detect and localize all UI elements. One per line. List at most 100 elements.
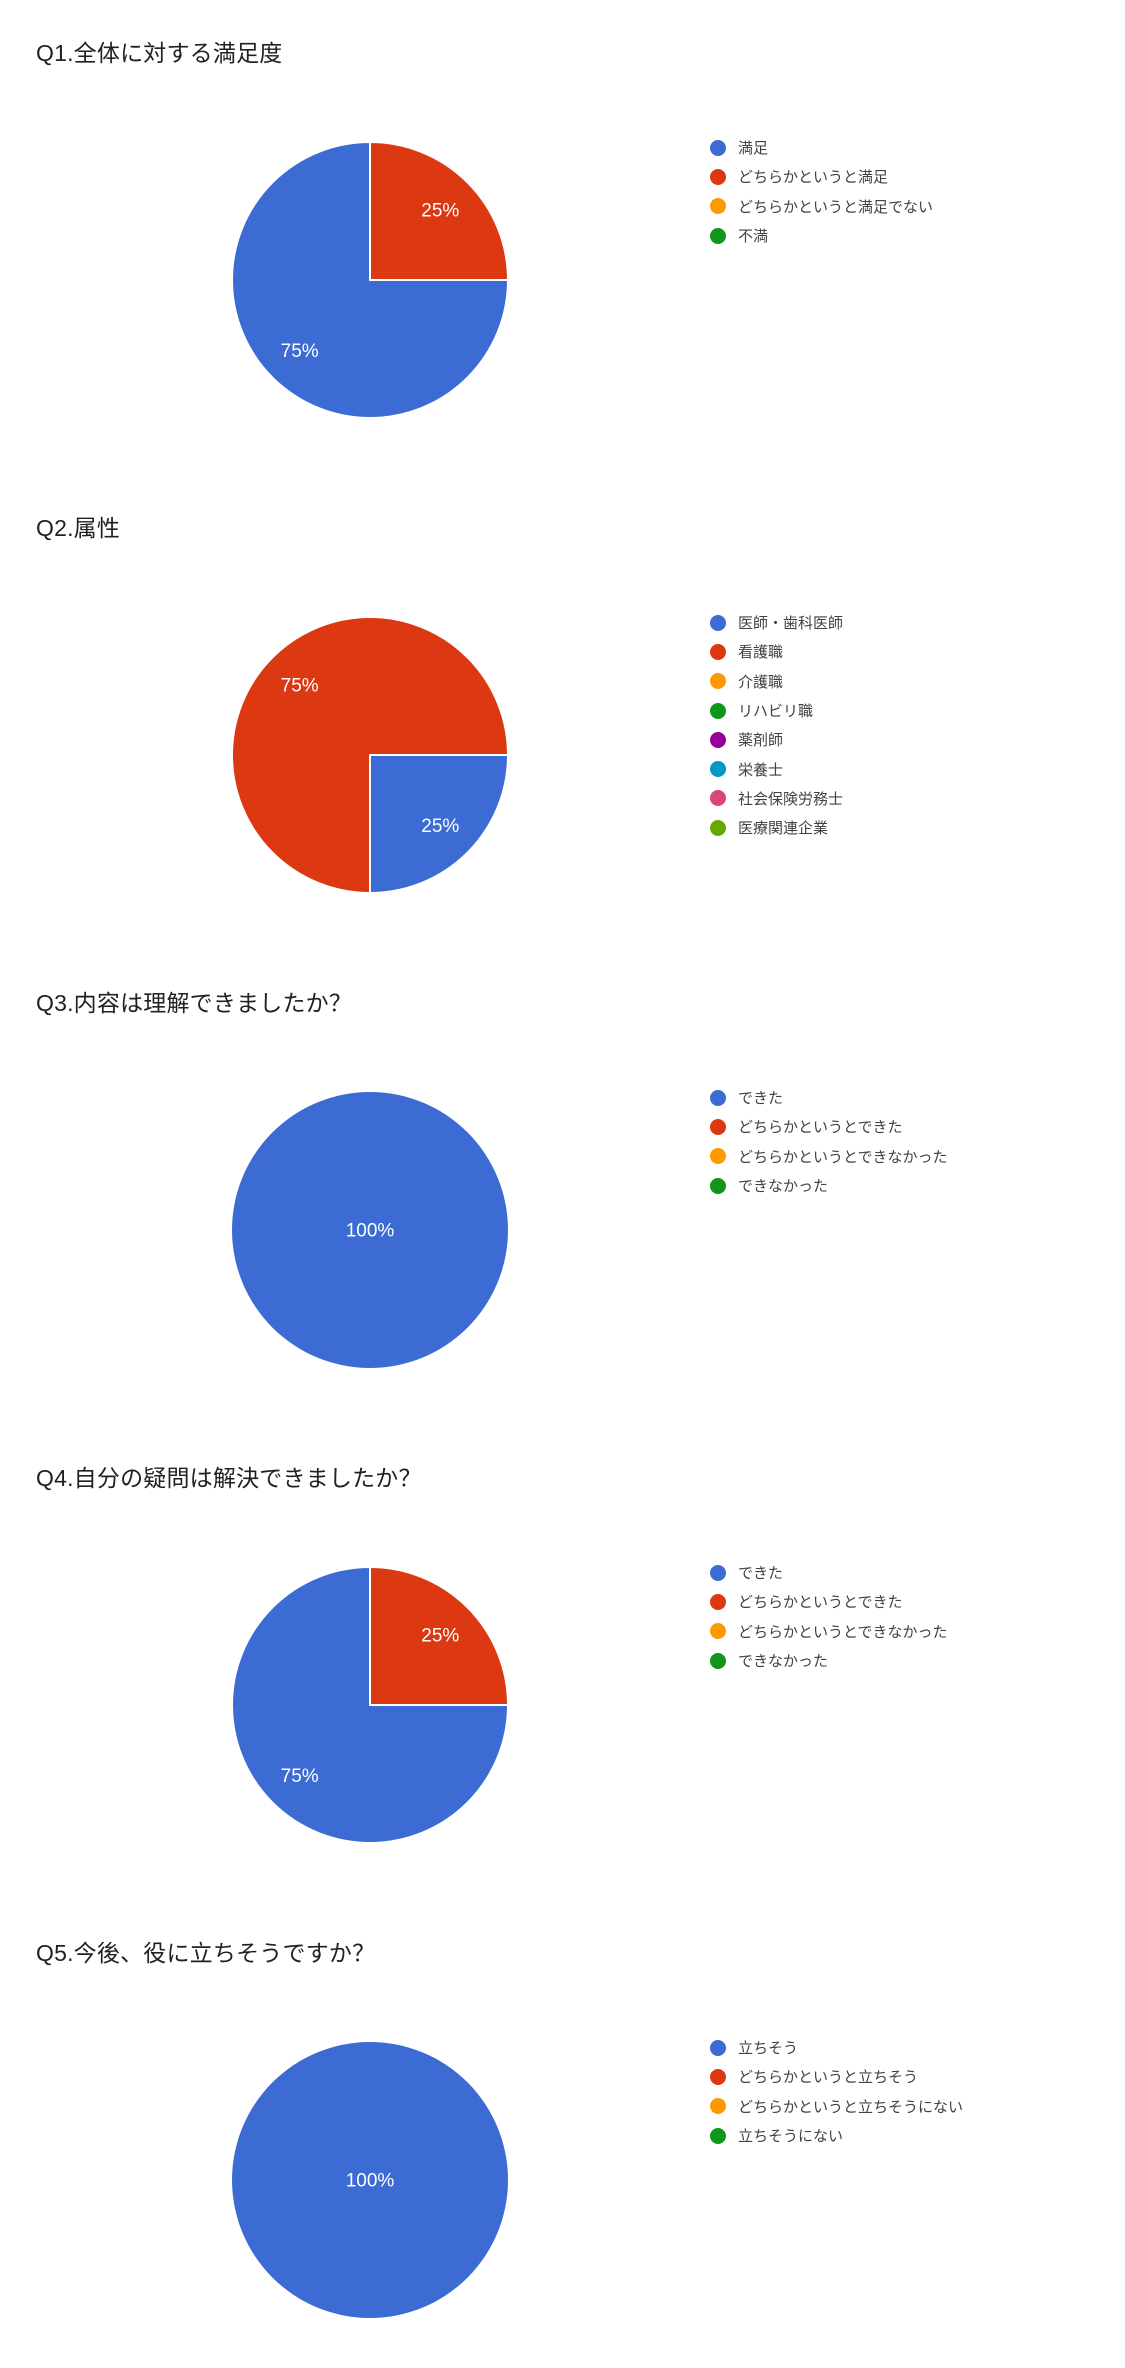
chart-title: Q3.内容は理解できましたか？ <box>36 990 353 1016</box>
legend-color-swatch-icon <box>710 1177 726 1194</box>
legend-label: 立ちそうにない <box>738 2128 844 2146</box>
legend-color-swatch-icon <box>710 198 726 215</box>
pie-chart: 100% <box>230 2040 510 2320</box>
slice-percentage-label: 75% <box>281 675 319 696</box>
pie-chart: 75% 25% <box>230 140 510 420</box>
legend-label: どちらかというと立ちそうにない <box>738 2098 964 2116</box>
legend-item: 満足 <box>710 133 933 162</box>
legend-label: どちらかというと満足でない <box>738 198 934 216</box>
legend-color-swatch-icon <box>710 227 726 244</box>
pie-slice <box>369 1566 509 1706</box>
legend-label: 社会保険労務士 <box>738 790 844 808</box>
legend-label: 看護職 <box>738 644 784 662</box>
slice-percentage-label: 100% <box>346 1221 395 1242</box>
survey-chart-block: Q2.属性 75% 25% 医師・歯科医師 看護職介護職リハビリ職薬剤師栄養士社会保… <box>0 475 1125 950</box>
legend-label: 不満 <box>738 228 769 246</box>
legend-color-swatch-icon <box>710 2127 726 2144</box>
legend-item: 看護職 <box>710 637 843 666</box>
legend-item: できた <box>710 1083 948 1112</box>
pie-slice <box>231 616 509 894</box>
legend-color-swatch-icon <box>710 1148 726 1165</box>
legend-color-swatch-icon <box>710 139 726 156</box>
survey-chart-block: Q3.内容は理解できましたか？ 100% できたどちらかというとできたどちらかと… <box>0 950 1125 1425</box>
legend-item: 介護職 <box>710 667 843 696</box>
pie-slice <box>232 1092 508 1368</box>
legend-item: 不満 <box>710 221 933 250</box>
legend-item: どちらかというとできた <box>710 1112 948 1141</box>
legend-item: できなかった <box>710 1646 948 1675</box>
slice-percentage-label: 75% <box>281 341 319 362</box>
legend-item: どちらかというと満足でない <box>710 192 933 221</box>
slice-percentage-label: 100% <box>346 2171 395 2192</box>
legend-label: 介護職 <box>738 673 784 691</box>
chart-legend: できたどちらかというとできたどちらかというとできなかった できなかった <box>710 1558 948 1675</box>
pie-slice <box>232 2042 508 2318</box>
legend-color-swatch-icon <box>710 1593 726 1610</box>
legend-color-swatch-icon <box>710 2098 726 2115</box>
legend-item: 医師・歯科医師 <box>710 608 843 637</box>
legend-label: どちらかというとできた <box>738 1119 903 1137</box>
pie-slice <box>231 141 509 419</box>
legend-color-swatch-icon <box>710 1564 726 1581</box>
legend-item: 立ちそうにない <box>710 2121 963 2150</box>
legend-label: どちらかというと満足 <box>738 169 889 187</box>
legend-label: 医師・歯科医師 <box>738 615 844 633</box>
legend-item: どちらかというとできた <box>710 1587 948 1616</box>
legend-color-swatch-icon <box>710 614 726 631</box>
survey-chart-block: Q1.全体に対する満足度 75% 25% 満足 どちらかというと満足 どちらかというと… <box>0 0 1125 475</box>
legend-label: できた <box>738 1090 784 1108</box>
legend-item: どちらかというと満足 <box>710 162 933 191</box>
legend-label: 薬剤師 <box>738 732 784 750</box>
legend-color-swatch-icon <box>710 2068 726 2085</box>
legend-item: どちらかというと立ちそう <box>710 2062 963 2091</box>
chart-legend: 満足どちらかというと満足どちらかというと満足でない 不満 <box>710 133 933 250</box>
legend-color-swatch-icon <box>710 643 726 660</box>
chart-title: Q4.自分の疑問は解決できましたか？ <box>36 1465 422 1491</box>
legend-color-swatch-icon <box>710 2039 726 2056</box>
pie-slice <box>231 1566 509 1844</box>
legend-color-swatch-icon <box>710 1623 726 1640</box>
legend-label: 医療関連企業 <box>738 820 829 838</box>
chart-legend: 医師・歯科医師 看護職介護職リハビリ職薬剤師栄養士社会保険労務士 医療関連企業 <box>710 608 843 842</box>
survey-chart-block: Q5.今後、役に立ちそうですか？ 100% 立ちそうどちらかというと立ちそうどち… <box>0 1900 1125 2368</box>
legend-color-swatch-icon <box>710 1118 726 1135</box>
legend-label: どちらかというとできた <box>738 1594 903 1612</box>
chart-title: Q2.属性 <box>36 515 121 541</box>
legend-item: 栄養士 <box>710 754 843 783</box>
pie-slice <box>369 754 509 894</box>
legend-label: 満足 <box>738 140 769 158</box>
legend-item: 立ちそう <box>710 2033 963 2062</box>
legend-item: できた <box>710 1558 948 1587</box>
chart-legend: できた どちらかというとできた どちらかというとできなかった できなかった <box>710 1083 948 1200</box>
legend-label: どちらかというとできなかった <box>738 1148 948 1166</box>
pie-chart-svg: 100% <box>232 2042 508 2318</box>
chart-legend: 立ちそうどちらかというと立ちそうどちらかというと立ちそうにない 立ちそうにない <box>710 2033 963 2150</box>
slice-percentage-label: 25% <box>421 816 459 837</box>
pie-chart-svg: 75% 25% <box>231 141 509 419</box>
pie-slice <box>369 141 509 281</box>
legend-item: リハビリ職 <box>710 696 843 725</box>
legend-item: 社会保険労務士 <box>710 784 843 813</box>
chart-title: Q5.今後、役に立ちそうですか？ <box>36 1940 376 1966</box>
pie-chart-svg: 75% 25% <box>231 616 509 894</box>
legend-label: できなかった <box>738 1653 829 1671</box>
pie-chart: 75% 25% <box>230 1565 510 1845</box>
pie-chart: 75% 25% <box>230 615 510 895</box>
legend-item: どちらかというと立ちそうにない <box>710 2092 963 2121</box>
slice-percentage-label: 25% <box>421 1625 459 1646</box>
legend-label: どちらかというと立ちそう <box>738 2069 919 2087</box>
legend-color-swatch-icon <box>710 1652 726 1669</box>
legend-label: どちらかというとできなかった <box>738 1623 948 1641</box>
legend-label: リハビリ職 <box>738 703 814 721</box>
legend-item: どちらかというとできなかった <box>710 1142 948 1171</box>
pie-chart: 100% <box>230 1090 510 1370</box>
legend-color-swatch-icon <box>710 761 726 778</box>
slice-percentage-label: 75% <box>281 1766 319 1787</box>
legend-color-swatch-icon <box>710 819 726 836</box>
legend-color-swatch-icon <box>710 168 726 185</box>
legend-label: 立ちそう <box>738 2040 799 2058</box>
legend-color-swatch-icon <box>710 702 726 719</box>
legend-label: できた <box>738 1565 784 1583</box>
survey-chart-block: Q4.自分の疑問は解決できましたか？ 75% 25% できたどちらかというとできた… <box>0 1425 1125 1900</box>
